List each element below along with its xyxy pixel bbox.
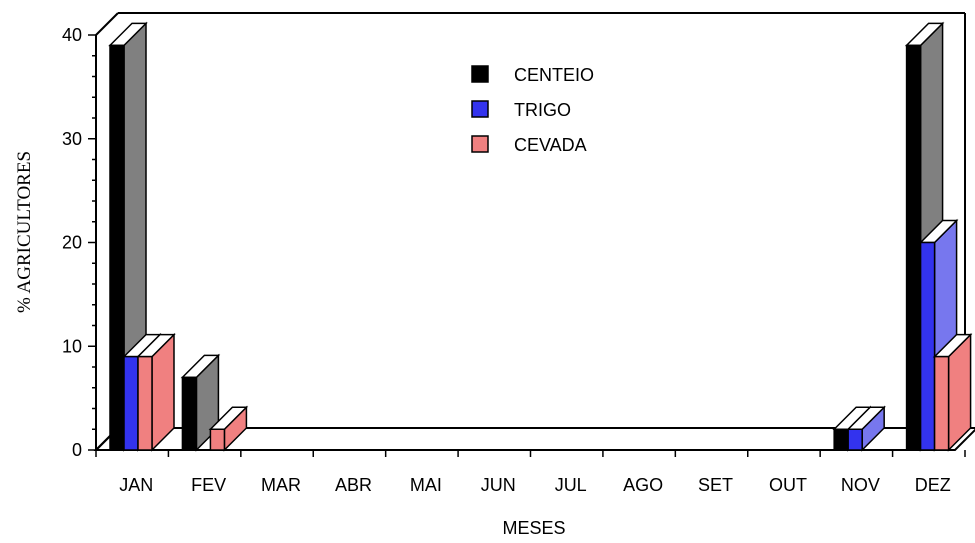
x-tick-label: AGO: [623, 475, 663, 495]
y-axis: 0 10 20 30 40: [62, 25, 97, 460]
y-tick-label: 40: [62, 25, 82, 45]
x-tick-label: FEV: [191, 475, 226, 495]
bar-centeio-jan: [108, 21, 148, 452]
x-axis-title: MESES: [502, 518, 565, 538]
x-tick-label: NOV: [841, 475, 880, 495]
y-tick-label: 30: [62, 129, 82, 149]
x-tick-label: ABR: [335, 475, 372, 495]
bar-cevada-jan: [136, 332, 176, 452]
legend-label-centeio: CENTEIO: [514, 65, 594, 85]
x-tick-label: JUN: [481, 475, 516, 495]
y-tick-label: 20: [62, 233, 82, 253]
x-tick-label: SET: [698, 475, 733, 495]
x-tick-label: MAR: [261, 475, 301, 495]
legend-swatch-centeio: [471, 65, 489, 83]
x-axis: JAN FEV MAR ABR MAI JUN JUL AGO SET OUT NOV DEZ: [95, 449, 966, 495]
wall-left-edge: [95, 12, 119, 36]
x-tick-label: JUL: [555, 475, 587, 495]
bar-cevada-dez: [932, 332, 973, 452]
legend-swatch-trigo: [471, 100, 489, 118]
x-tick-label: OUT: [769, 475, 807, 495]
legend-label-trigo: TRIGO: [514, 100, 571, 120]
legend-label-cevada: CEVADA: [514, 135, 587, 155]
x-tick-label: JAN: [119, 475, 153, 495]
bar-trigo-nov: [846, 405, 886, 452]
y-tick-label: 0: [72, 440, 82, 460]
y-axis-title: % AGRICULTORES: [14, 151, 35, 313]
x-tick-label: MAI: [410, 475, 442, 495]
x-tick-label: DEZ: [915, 475, 951, 495]
y-tick-label: 10: [62, 336, 82, 356]
legend-swatch-cevada: [471, 135, 489, 153]
bar-cevada-fev: [208, 405, 249, 452]
legend: CENTEIO TRIGO CEVADA: [471, 65, 594, 155]
bars: [108, 21, 973, 452]
